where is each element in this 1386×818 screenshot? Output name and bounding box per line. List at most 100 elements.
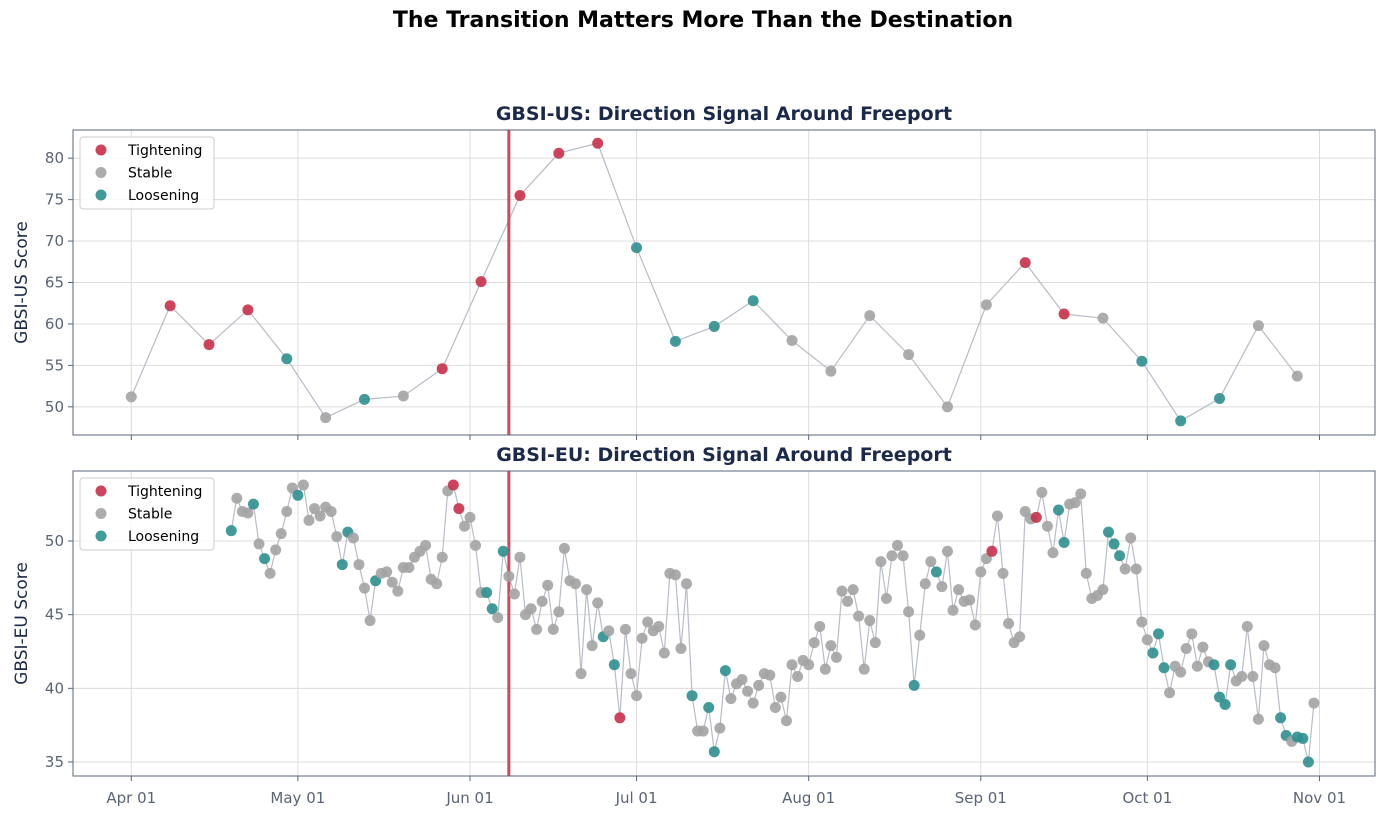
data-point-stable bbox=[458, 520, 470, 532]
data-point-stable bbox=[397, 390, 409, 402]
data-point-stable bbox=[281, 506, 293, 518]
data-point-stable bbox=[303, 514, 315, 526]
data-point-loosening bbox=[631, 242, 643, 254]
data-point-stable bbox=[853, 610, 865, 622]
data-point-loosening bbox=[1302, 756, 1314, 768]
y-tick-label: 55 bbox=[45, 356, 64, 374]
data-point-stable bbox=[836, 585, 848, 597]
x-tick-label: Apr 01 bbox=[106, 789, 156, 807]
data-point-loosening bbox=[358, 393, 370, 405]
data-point-stable bbox=[886, 550, 898, 562]
data-point-stable bbox=[431, 578, 443, 590]
data-point-stable bbox=[381, 566, 393, 578]
data-point-tightening bbox=[203, 339, 215, 351]
figure-title: The Transition Matters More Than the Des… bbox=[392, 8, 1014, 33]
data-point-stable bbox=[1252, 713, 1264, 725]
data-point-stable bbox=[508, 588, 520, 600]
data-point-stable bbox=[975, 566, 987, 578]
data-point-stable bbox=[619, 623, 631, 635]
data-point-stable bbox=[592, 597, 604, 609]
data-point-loosening bbox=[281, 353, 293, 365]
data-point-stable bbox=[1197, 641, 1209, 653]
data-point-tightening bbox=[1058, 308, 1070, 320]
data-point-stable bbox=[669, 569, 681, 581]
data-point-stable bbox=[492, 612, 504, 624]
axes-frame bbox=[72, 129, 1376, 436]
data-point-stable bbox=[1014, 631, 1026, 643]
data-point-stable bbox=[347, 532, 359, 544]
x-tick-label: Oct 01 bbox=[1122, 789, 1172, 807]
data-point-loosening bbox=[1147, 647, 1159, 659]
data-point-stable bbox=[275, 528, 287, 540]
data-point-stable bbox=[941, 401, 953, 413]
legend-marker-loosening bbox=[95, 530, 107, 542]
data-point-loosening bbox=[292, 489, 304, 501]
data-point-stable bbox=[969, 619, 981, 631]
data-point-tightening bbox=[453, 503, 465, 515]
data-point-stable bbox=[642, 616, 654, 628]
legend-label: Tightening bbox=[127, 143, 202, 159]
data-point-stable bbox=[531, 623, 543, 635]
data-point-stable bbox=[941, 545, 953, 557]
data-point-loosening bbox=[336, 559, 348, 571]
data-point-stable bbox=[331, 531, 343, 543]
data-point-tightening bbox=[1030, 511, 1042, 523]
data-point-stable bbox=[547, 623, 559, 635]
data-point-stable bbox=[792, 671, 804, 683]
y-tick-label: 70 bbox=[45, 232, 64, 250]
data-point-stable bbox=[658, 647, 670, 659]
legend-box bbox=[79, 477, 215, 551]
data-point-loosening bbox=[1108, 538, 1120, 550]
data-point-stable bbox=[1003, 618, 1015, 629]
data-point-tightening bbox=[436, 363, 448, 375]
data-point-stable bbox=[697, 725, 709, 737]
data-point-stable bbox=[847, 584, 859, 596]
data-point-stable bbox=[525, 603, 537, 615]
data-point-stable bbox=[320, 412, 332, 424]
y-tick-label: 60 bbox=[45, 315, 64, 333]
data-point-stable bbox=[297, 479, 309, 491]
y-tick-label: 45 bbox=[45, 606, 64, 624]
axes-frame bbox=[72, 470, 1376, 777]
data-point-stable bbox=[542, 579, 554, 591]
data-point-tightening bbox=[1019, 257, 1031, 269]
data-point-stable bbox=[514, 551, 526, 563]
data-point-stable bbox=[536, 595, 548, 607]
data-point-stable bbox=[386, 576, 398, 588]
data-point-stable bbox=[1180, 643, 1192, 655]
data-point-stable bbox=[769, 701, 781, 713]
legend-label: Tightening bbox=[127, 484, 202, 500]
data-point-loosening bbox=[1225, 659, 1237, 671]
data-point-stable bbox=[1097, 312, 1109, 324]
data-point-tightening bbox=[514, 189, 526, 201]
data-point-loosening bbox=[1058, 536, 1070, 548]
data-point-stable bbox=[925, 556, 937, 568]
data-point-tightening bbox=[242, 304, 254, 316]
data-point-loosening bbox=[1297, 732, 1309, 744]
data-point-stable bbox=[586, 640, 598, 652]
data-point-stable bbox=[980, 299, 992, 311]
data-point-stable bbox=[1191, 660, 1203, 672]
data-point-stable bbox=[1080, 567, 1092, 579]
y-tick-label: 40 bbox=[45, 679, 64, 697]
y-tick-label: 65 bbox=[45, 274, 64, 292]
panel-title: GBSI-US: Direction Signal Around Freepor… bbox=[496, 103, 952, 125]
x-tick-label: Aug 01 bbox=[782, 789, 835, 807]
data-point-tightening bbox=[614, 712, 626, 724]
data-point-loosening bbox=[703, 701, 715, 713]
data-point-loosening bbox=[1208, 659, 1220, 671]
data-point-stable bbox=[603, 625, 615, 637]
data-point-stable bbox=[786, 335, 798, 347]
data-point-loosening bbox=[1219, 699, 1231, 711]
data-point-stable bbox=[403, 562, 415, 574]
legend-marker-loosening bbox=[95, 189, 107, 201]
data-point-stable bbox=[264, 567, 276, 579]
data-point-stable bbox=[1097, 584, 1109, 596]
x-tick-label: Jul 01 bbox=[615, 789, 658, 807]
data-point-stable bbox=[892, 539, 904, 551]
data-point-stable bbox=[808, 637, 820, 649]
data-point-loosening bbox=[608, 659, 620, 671]
data-point-loosening bbox=[686, 690, 698, 702]
y-tick-label: 75 bbox=[45, 191, 64, 209]
